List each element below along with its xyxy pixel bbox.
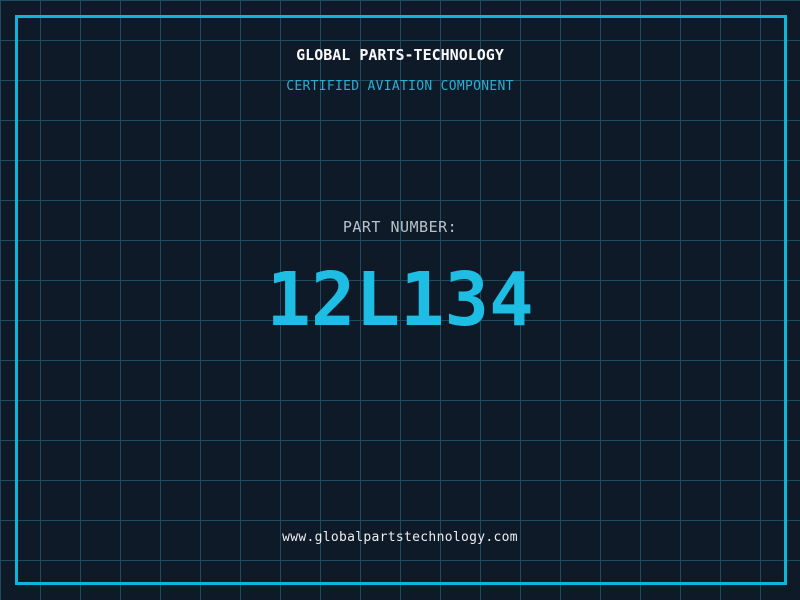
certification-subtitle: CERTIFIED AVIATION COMPONENT: [286, 79, 514, 94]
border-frame: [15, 15, 787, 585]
company-title: GLOBAL PARTS-TECHNOLOGY: [296, 46, 504, 64]
website-url: www.globalpartstechnology.com: [282, 530, 518, 545]
part-number-value: 12L134: [266, 257, 534, 343]
part-number-label: PART NUMBER:: [342, 218, 458, 236]
